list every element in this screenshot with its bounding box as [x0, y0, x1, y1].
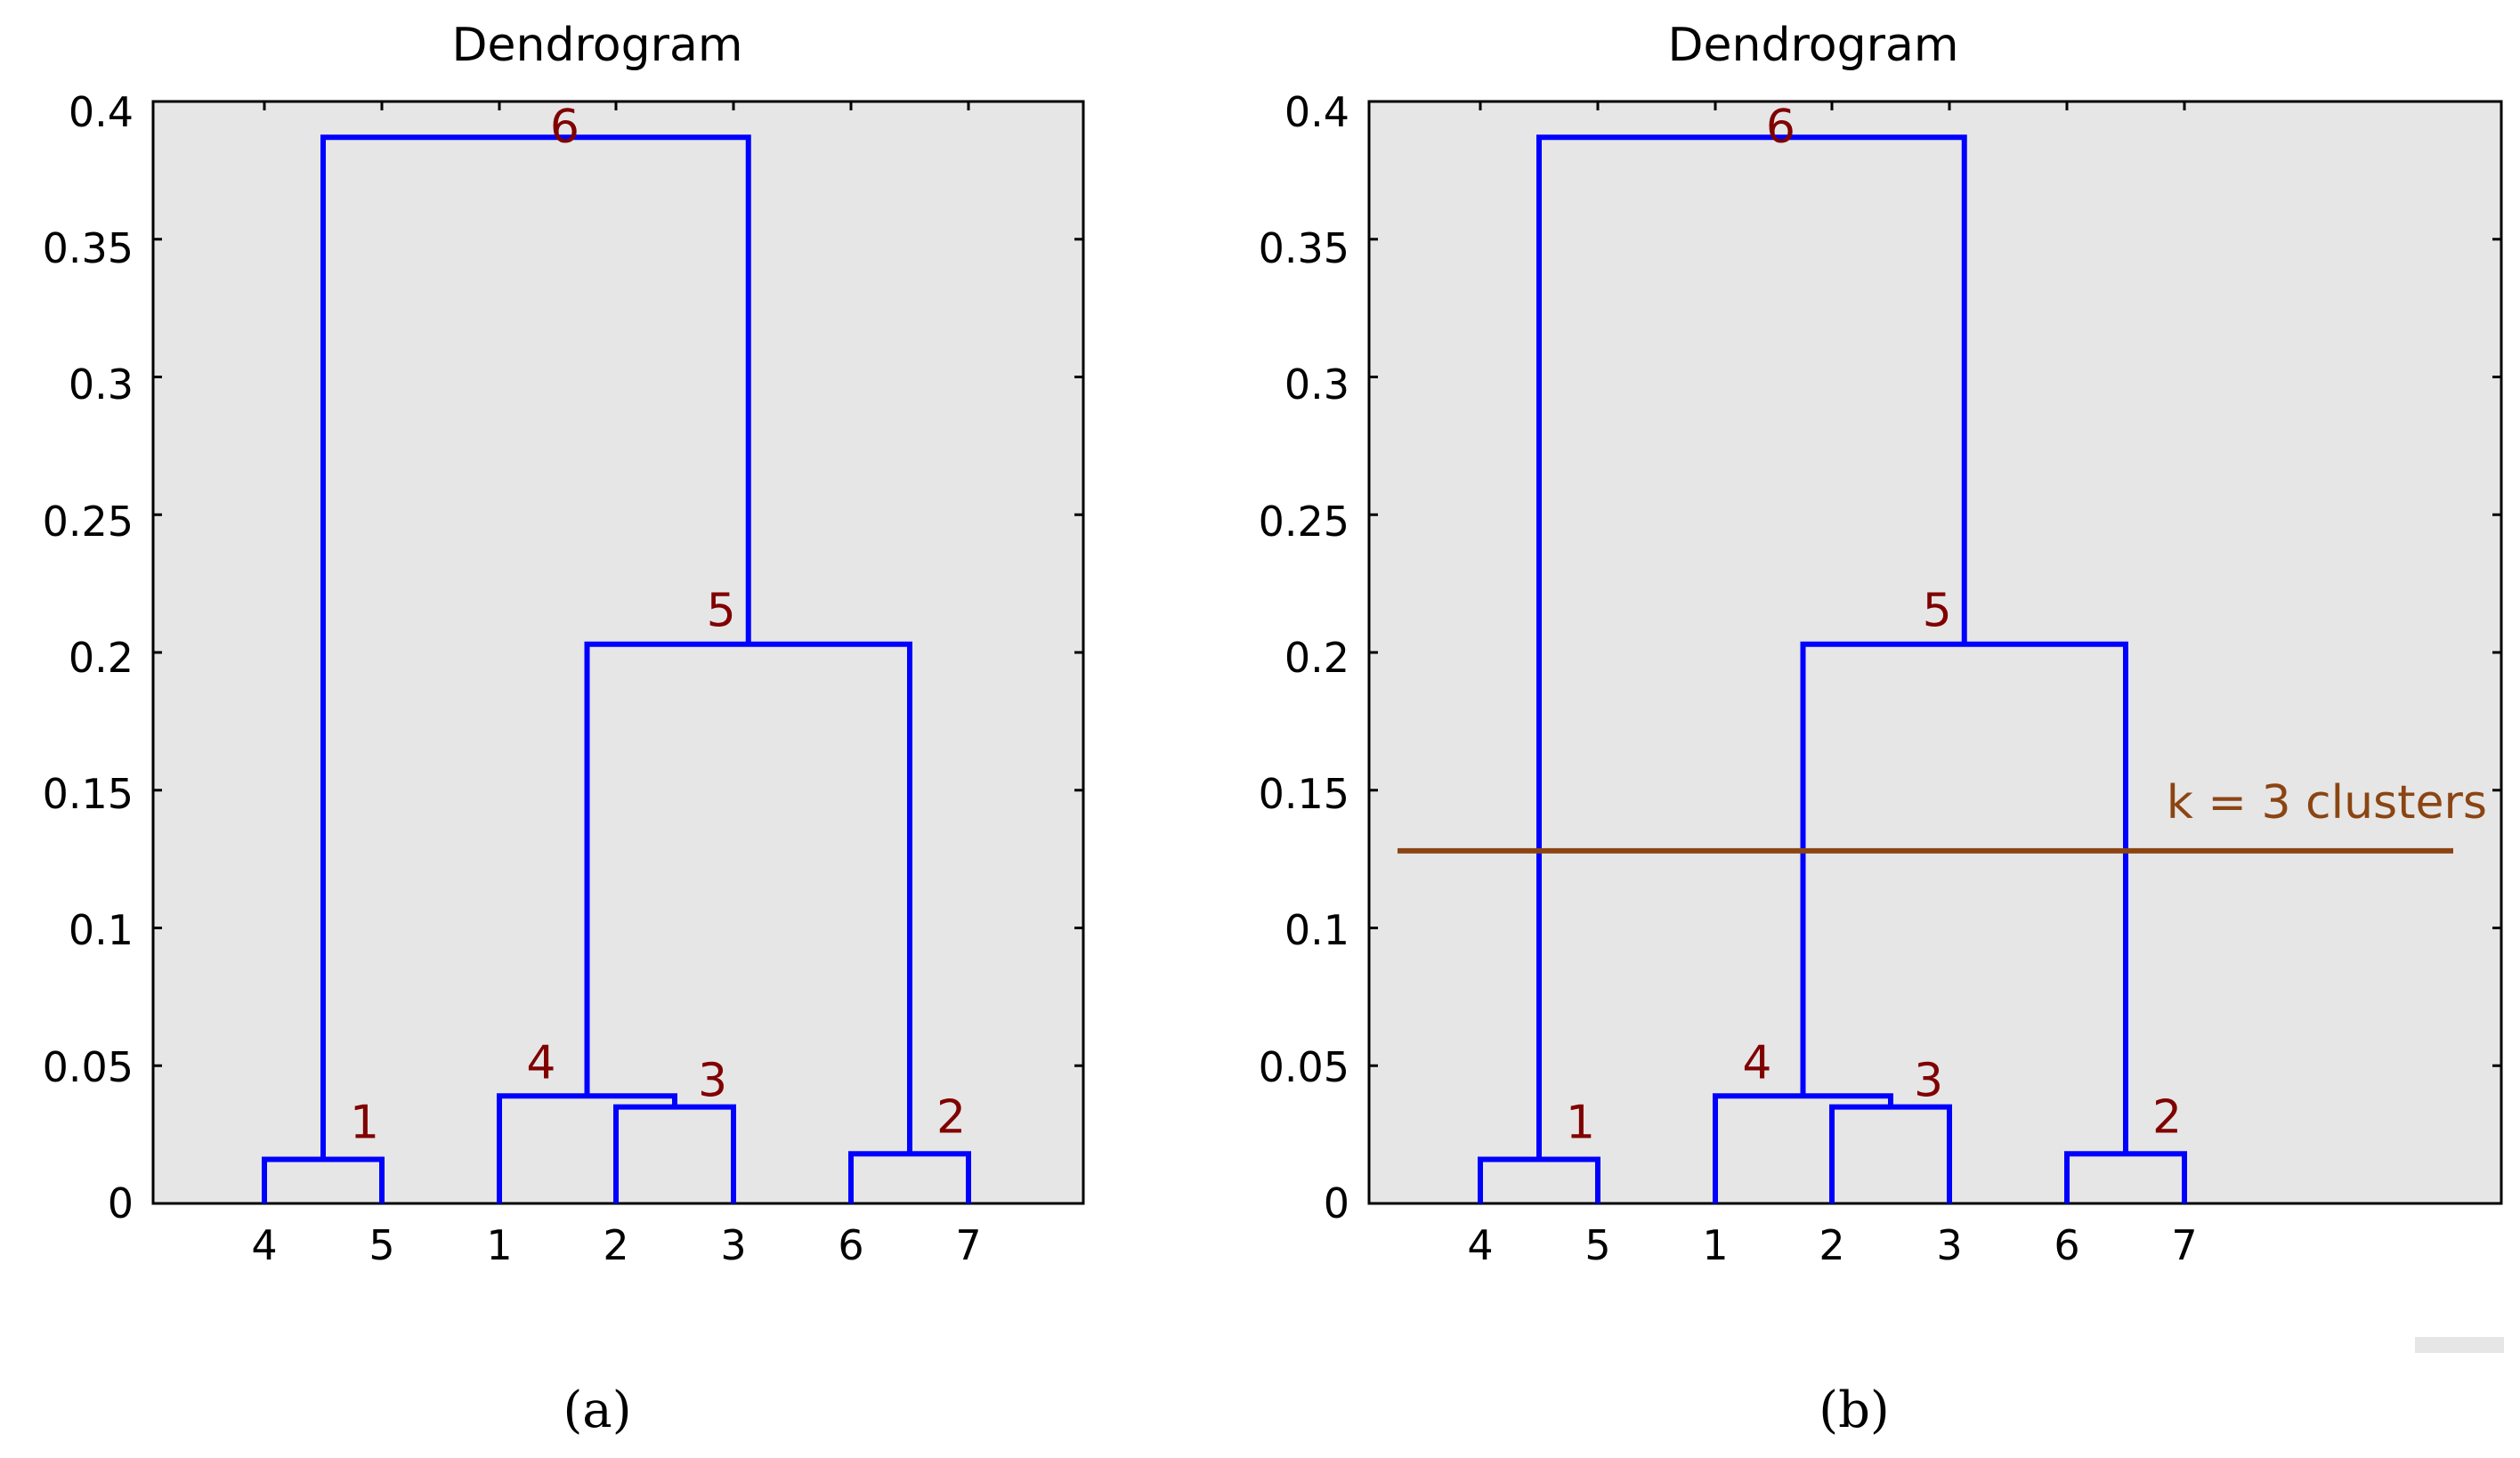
panel-a-node-labels: 1 2 3 4 5 6 — [350, 101, 966, 1149]
node-label: 6 — [1766, 101, 1795, 154]
dendrogram-link-4 — [497, 1093, 677, 1203]
x-tick-label: 4 — [1467, 1221, 1493, 1269]
x-tick-label: 7 — [955, 1221, 981, 1269]
node-label: 1 — [350, 1096, 379, 1149]
y-tick-label: 0.35 — [43, 224, 134, 272]
node-label: 1 — [1566, 1096, 1595, 1149]
y-tick-label: 0.35 — [1259, 224, 1349, 272]
panel-a-caption: (a) — [563, 1381, 631, 1439]
x-tick-label: 3 — [720, 1221, 746, 1269]
panel-b-title: Dendrogram — [1668, 19, 1959, 72]
panel-b-caption: (b) — [1819, 1381, 1890, 1439]
node-label: 2 — [2152, 1090, 2182, 1144]
y-tick-label: 0.05 — [43, 1043, 134, 1091]
y-tick-label: 0 — [1324, 1179, 1349, 1227]
x-tick-label: 4 — [251, 1221, 277, 1269]
node-label: 4 — [526, 1036, 555, 1089]
panel-a-x-ticks: 4 5 1 2 3 6 7 — [251, 1221, 981, 1269]
node-label: 5 — [1923, 585, 1952, 638]
panel-a-title: Dendrogram — [452, 19, 743, 72]
x-tick-label: 2 — [603, 1221, 628, 1269]
panel-b-x-ticks: 4 5 1 2 3 6 7 — [1467, 1221, 2197, 1269]
y-tick-label: 0.05 — [1259, 1043, 1349, 1091]
y-tick-label: 0.2 — [1284, 634, 1349, 682]
y-tick-label: 0.4 — [1284, 88, 1349, 136]
x-tick-label: 2 — [1819, 1221, 1844, 1269]
panel-b-y-ticks: 0 0.05 0.1 0.15 0.2 0.25 0.3 0.35 0.4 — [1259, 88, 1349, 1227]
panel-b-plot-area — [1367, 100, 2503, 1205]
panel-a: Dendrogram 0 0.05 0.1 0.15 0.2 0.25 0.3 … — [43, 19, 1085, 1439]
y-tick-label: 0 — [108, 1179, 134, 1227]
y-tick-label: 0.2 — [69, 634, 134, 682]
x-tick-label: 7 — [2171, 1221, 2197, 1269]
x-tick-label: 1 — [1702, 1221, 1728, 1269]
y-tick-label: 0.3 — [69, 360, 134, 409]
y-tick-label: 0.1 — [69, 906, 134, 954]
dendrogram-link-6 — [1536, 134, 1967, 1160]
x-tick-label: 6 — [838, 1221, 863, 1269]
panel-b: Dendrogram 0 0.05 0.1 0.15 0.2 0.25 0.3 … — [1259, 19, 2504, 1439]
y-tick-label: 0.1 — [1284, 906, 1349, 954]
y-tick-label: 0.4 — [69, 88, 134, 136]
x-tick-label: 1 — [486, 1221, 512, 1269]
watermark-bar — [2415, 1337, 2504, 1353]
panel-b-node-labels: 1 2 3 4 5 6 — [1566, 101, 2182, 1149]
y-tick-label: 0.25 — [43, 498, 134, 546]
x-tick-label: 5 — [369, 1221, 394, 1269]
node-label: 3 — [698, 1055, 727, 1108]
dendrogram-link-3 — [613, 1104, 736, 1203]
panel-a-y-ticks: 0 0.05 0.1 0.15 0.2 0.25 0.3 0.35 0.4 — [43, 88, 134, 1227]
node-label: 5 — [707, 585, 736, 638]
node-label: 3 — [1914, 1055, 1943, 1108]
y-tick-label: 0.15 — [43, 770, 134, 818]
x-tick-label: 3 — [1936, 1221, 1962, 1269]
y-tick-label: 0.3 — [1284, 360, 1349, 409]
panel-a-tree — [262, 134, 971, 1203]
y-tick-label: 0.25 — [1259, 498, 1349, 546]
node-label: 2 — [936, 1090, 966, 1144]
node-label: 4 — [1742, 1036, 1771, 1089]
dendrogram-link-4 — [1713, 1093, 1893, 1203]
y-tick-label: 0.15 — [1259, 770, 1349, 818]
panel-b-tree — [1478, 134, 2187, 1203]
dendrogram-link-6 — [320, 134, 751, 1160]
node-label: 6 — [550, 101, 579, 154]
dendrogram-link-3 — [1829, 1104, 1952, 1203]
x-tick-label: 5 — [1584, 1221, 1610, 1269]
panel-a-plot-area — [151, 100, 1085, 1205]
x-tick-label: 6 — [2054, 1221, 2079, 1269]
cut-line-label: k = 3 clusters — [2167, 776, 2487, 830]
